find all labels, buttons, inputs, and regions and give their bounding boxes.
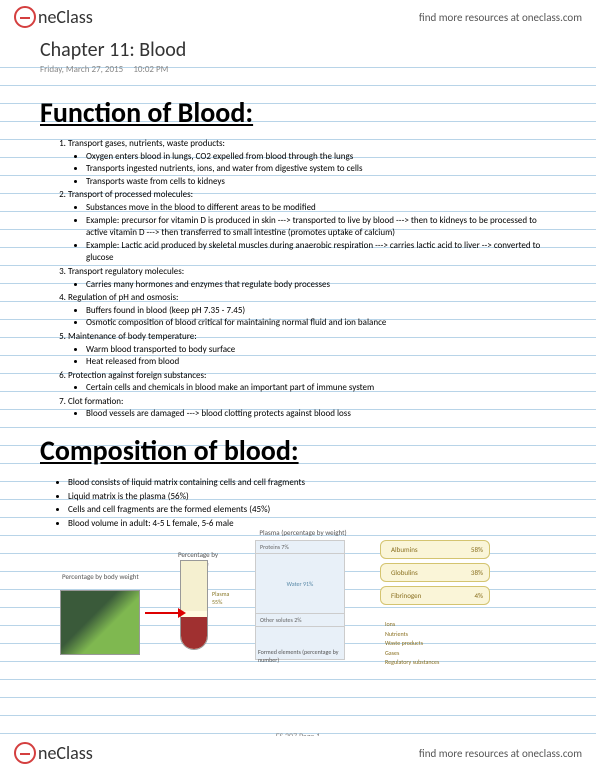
composition-item: Liquid matrix is the plasma (56%) — [68, 490, 556, 504]
protein-box: Albumins58% — [380, 540, 490, 559]
composition-list: Blood consists of liquid matrix containi… — [40, 476, 556, 530]
section2-heading: Composition of blood: — [40, 433, 556, 468]
solute-item: Regulatory substances — [385, 658, 439, 668]
photo-label: Percentage by body weight — [62, 572, 139, 581]
function-item: Maintenance of body temperature:Warm blo… — [68, 331, 556, 369]
solute-item: Nutrients — [385, 630, 439, 640]
tube-plasma-layer — [181, 561, 207, 611]
section1-heading: Function of Blood: — [40, 95, 556, 130]
date-line: Friday, March 27, 2015 10:02 PM — [40, 64, 556, 75]
footer-logo[interactable]: neClass — [14, 742, 93, 764]
function-sub-item: Substances move in the blood to differen… — [86, 202, 556, 215]
function-list: Transport gases, nutrients, waste produc… — [40, 138, 556, 421]
function-sub-item: Blood vessels are damaged ---> blood clo… — [86, 408, 556, 421]
function-sub-item: Buffers found in blood (keep pH 7.35 - 7… — [86, 305, 556, 318]
protein-box: Fibrinogen4% — [380, 586, 490, 605]
time-text: 10:02 PM — [133, 64, 168, 75]
function-item: Transport regulatory molecules:Carries m… — [68, 266, 556, 291]
footer-resources-link[interactable]: find more resources at oneclass.com — [419, 747, 582, 760]
page-content: Chapter 11: Blood Friday, March 27, 2015… — [0, 38, 596, 670]
footer-brand-name: neClass — [38, 742, 93, 764]
test-tube: Plasma 55% — [180, 560, 220, 660]
plasma-pct-label: Plasma 55% — [212, 590, 229, 606]
date-text: Friday, March 27, 2015 — [40, 64, 123, 75]
arrow-icon — [145, 612, 180, 614]
brand-name: neClass — [38, 6, 93, 28]
function-item: Transport of processed molecules:Substan… — [68, 189, 556, 265]
brand-logo[interactable]: neClass — [14, 6, 93, 28]
function-item: Regulation of pH and osmosis:Buffers fou… — [68, 292, 556, 330]
function-sub-item: Example: precursor for vitamin D is prod… — [86, 215, 556, 240]
protein-boxes: Albumins58% Globulins38% Fibrinogen4% — [380, 540, 490, 609]
function-sub-item: Example: Lactic acid produced by skeleta… — [86, 240, 556, 265]
solute-item: Gases — [385, 649, 439, 659]
function-item: Transport gases, nutrients, waste produc… — [68, 138, 556, 188]
logo-circle-icon — [14, 742, 36, 764]
formed-elements-label: Formed elements (percentage by number) — [258, 648, 348, 664]
function-sub-item: Osmotic composition of blood critical fo… — [86, 317, 556, 330]
function-sub-item: Oxygen enters blood in lungs, CO2 expell… — [86, 151, 556, 164]
resources-link[interactable]: find more resources at oneclass.com — [419, 11, 582, 24]
solute-item: Ions — [385, 620, 439, 630]
function-sub-item: Warm blood transported to body surface — [86, 344, 556, 357]
other-solutes-row: Other solutes 2% — [256, 614, 344, 627]
composition-item: Cells and cell fragments are the formed … — [68, 503, 556, 517]
solute-item: Waste products — [385, 639, 439, 649]
function-sub-item: Carries many hormones and enzymes that r… — [86, 279, 556, 292]
blood-draw-photo — [60, 590, 140, 655]
solute-list: IonsNutrientsWaste productsGasesRegulato… — [385, 620, 439, 668]
function-sub-item: Certain cells and chemicals in blood mak… — [86, 382, 556, 395]
footer-bar: neClass find more resources at oneclass.… — [0, 736, 596, 770]
chapter-title: Chapter 11: Blood — [40, 38, 556, 62]
proteins-row: Proteins 7% — [256, 541, 344, 554]
blood-composition-diagram: Percentage by body weight Percentage by … — [40, 540, 556, 670]
header-bar: neClass find more resources at oneclass.… — [0, 0, 596, 34]
plasma-detail-label: Plasma (percentage by weight) — [258, 528, 348, 537]
function-sub-item: Transports ingested nutrients, ions, and… — [86, 163, 556, 176]
water-row: Water 91% — [256, 554, 344, 614]
function-sub-item: Heat released from blood — [86, 356, 556, 369]
composition-item: Blood consists of liquid matrix containi… — [68, 476, 556, 490]
function-item: Protection against foreign substances:Ce… — [68, 370, 556, 395]
function-sub-item: Transports waste from cells to kidneys — [86, 176, 556, 189]
plasma-breakdown-box: Proteins 7% Water 91% Other solutes 2% — [255, 540, 345, 660]
function-item: Clot formation:Blood vessels are damaged… — [68, 396, 556, 421]
protein-box: Globulins38% — [380, 563, 490, 582]
tube-red-layer — [181, 617, 207, 649]
logo-circle-icon — [14, 6, 36, 28]
